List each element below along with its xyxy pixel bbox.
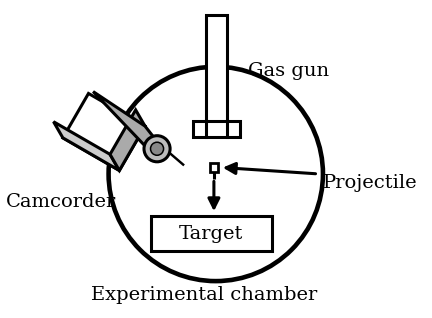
Bar xyxy=(194,121,240,137)
Polygon shape xyxy=(63,93,145,170)
Circle shape xyxy=(144,136,170,162)
Bar xyxy=(150,216,272,251)
Text: Experimental chamber: Experimental chamber xyxy=(92,286,318,304)
Circle shape xyxy=(150,142,164,155)
Bar xyxy=(210,163,218,172)
Bar xyxy=(206,16,227,123)
Text: Target: Target xyxy=(179,225,243,243)
Polygon shape xyxy=(93,92,166,153)
Polygon shape xyxy=(110,110,145,170)
Polygon shape xyxy=(54,122,119,170)
Text: Projectile: Projectile xyxy=(323,174,418,192)
Text: Gas gun: Gas gun xyxy=(248,62,330,80)
Text: Camcorder: Camcorder xyxy=(6,193,116,211)
